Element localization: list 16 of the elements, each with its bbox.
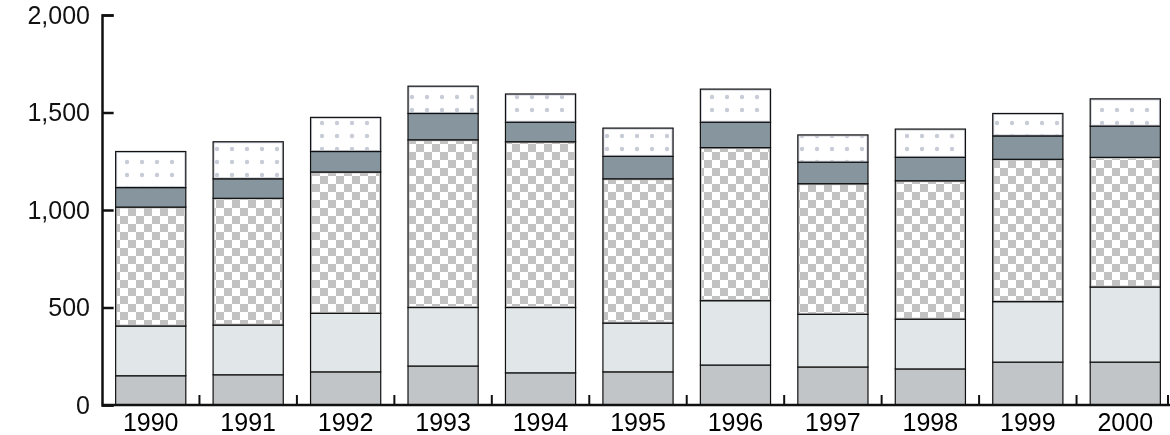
x-tick-label: 1996 — [707, 408, 764, 435]
x-tick-label: 1991 — [220, 408, 276, 435]
x-tick-label: 1990 — [122, 408, 179, 435]
x-tick-label: 1998 — [902, 408, 959, 435]
x-tick-label: 1997 — [805, 408, 861, 435]
x-tick-label: 1995 — [610, 408, 666, 435]
y-tick-label: 1,500 — [27, 98, 90, 126]
y-tick-label: 0 — [76, 390, 90, 419]
x-tick-label: 1993 — [415, 408, 471, 435]
x-tick-label: 1999 — [1000, 408, 1056, 435]
x-tick-label: 2000 — [1097, 408, 1154, 435]
x-tick-label: 1994 — [512, 408, 569, 435]
x-tick-label: 1992 — [317, 408, 374, 435]
y-tick-label: 2,000 — [27, 0, 90, 29]
y-tick-label: 1,000 — [27, 195, 90, 224]
y-tick-label: 500 — [48, 293, 90, 321]
